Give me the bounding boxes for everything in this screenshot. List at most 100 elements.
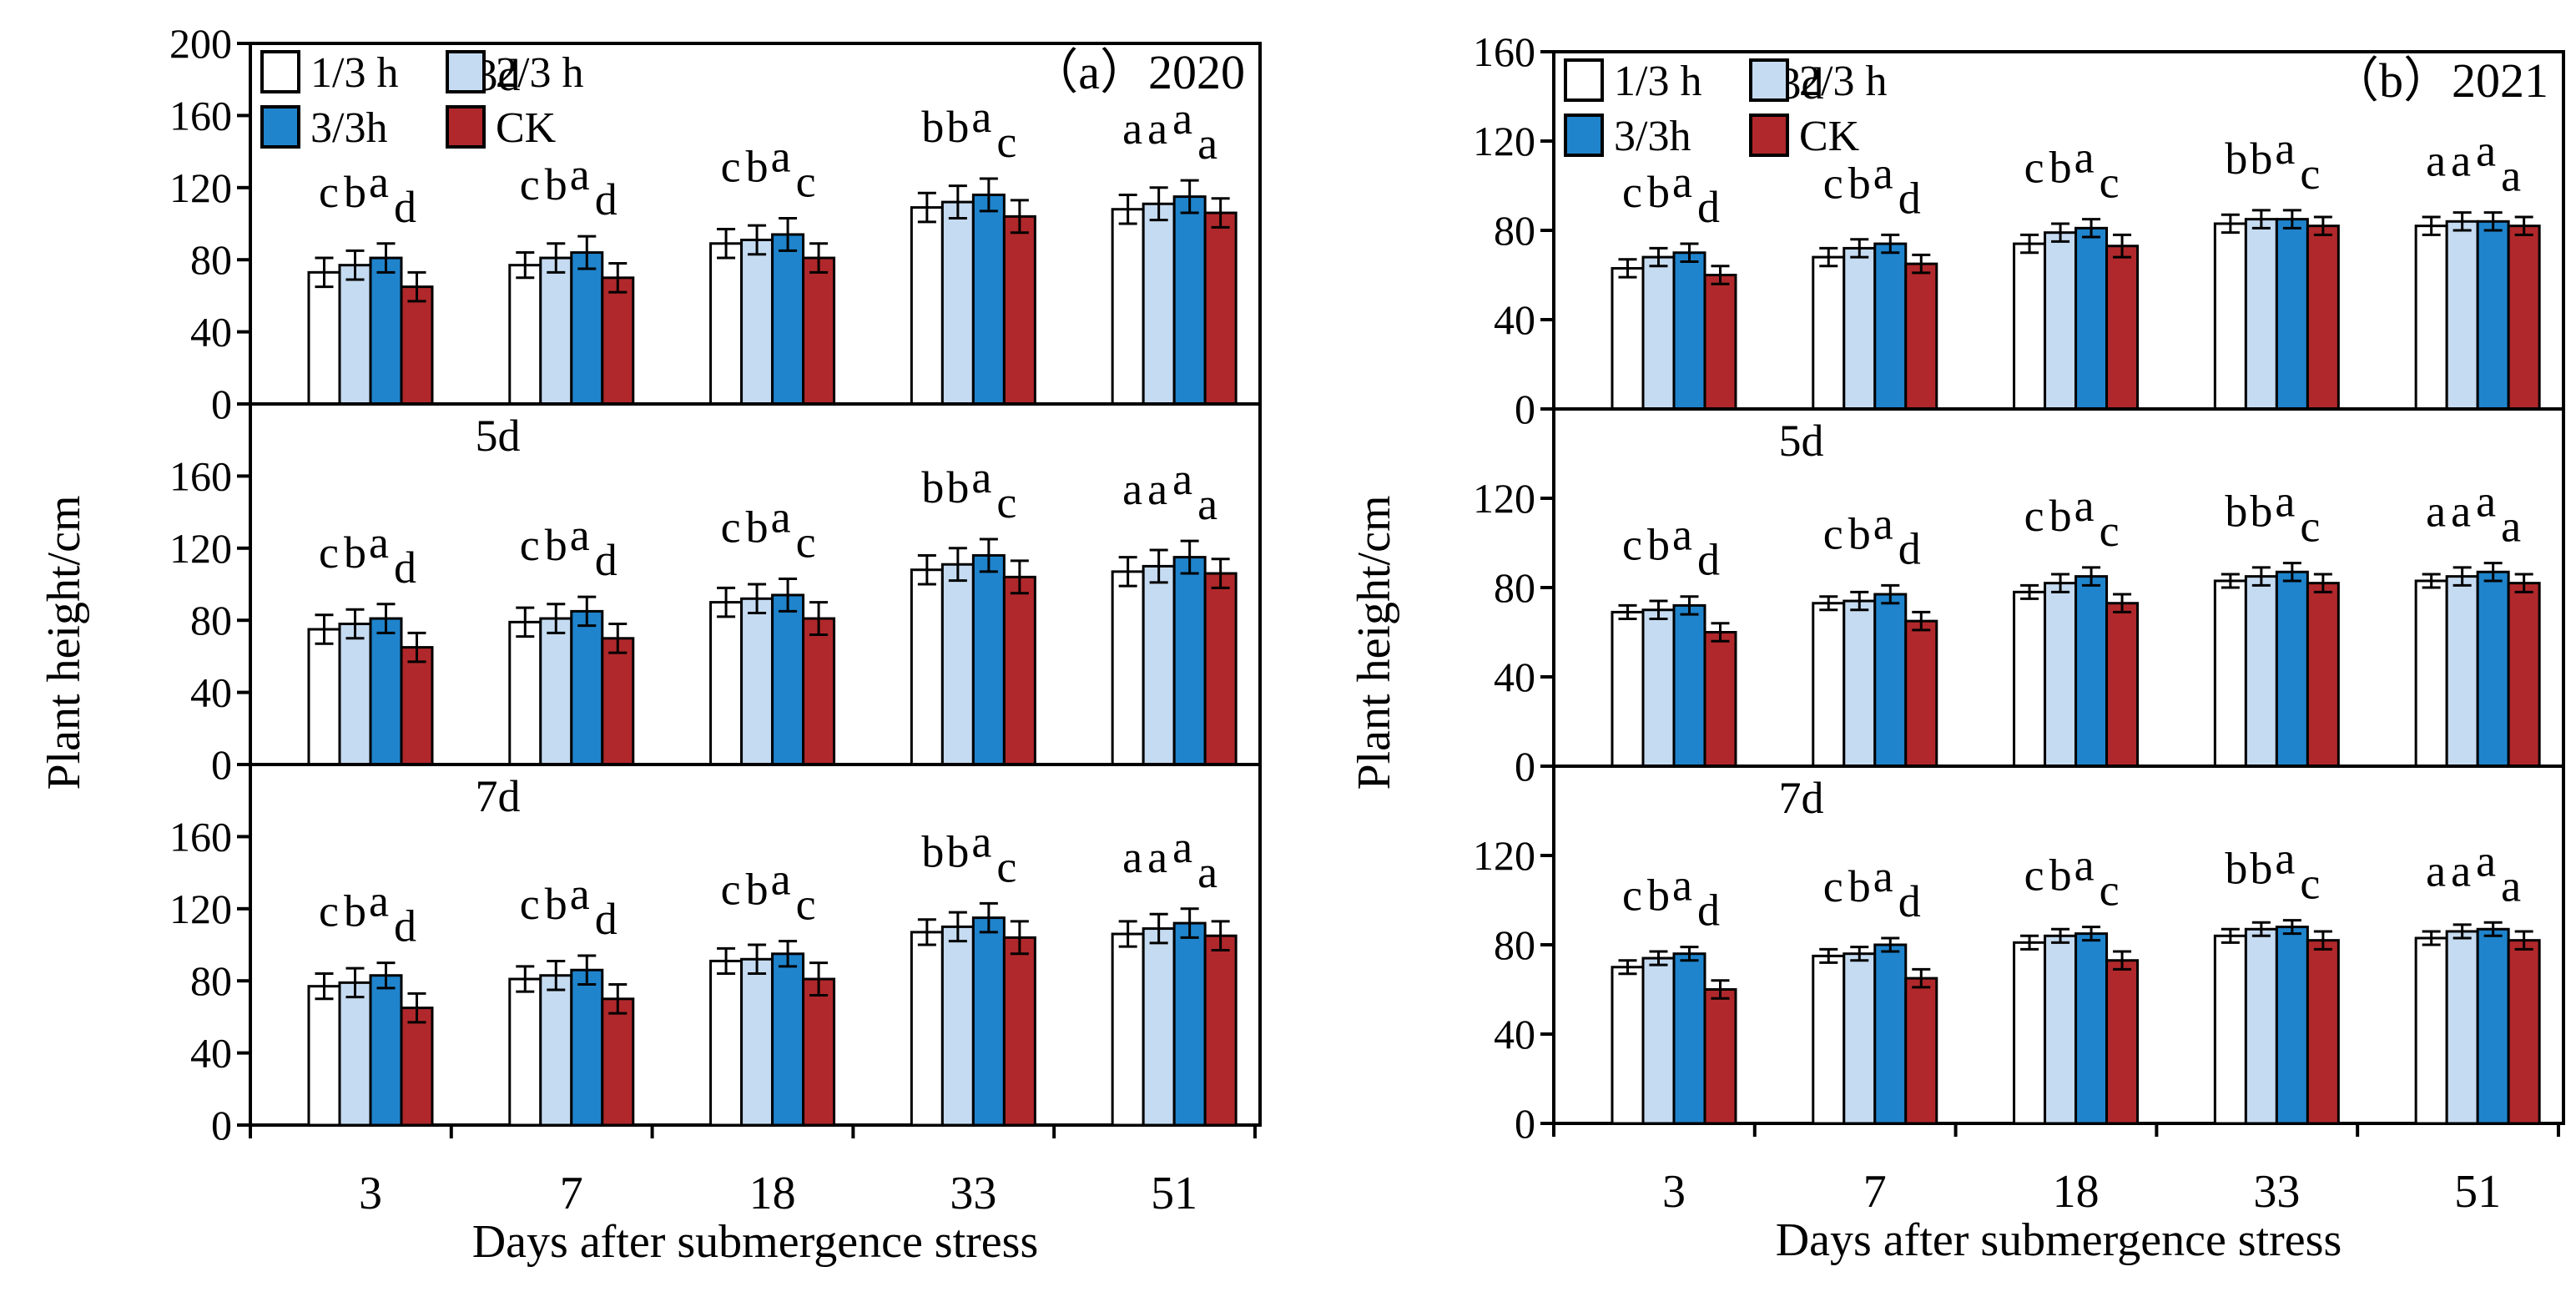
bar-CK-day33 [2306, 225, 2340, 411]
significance-letter: b [545, 879, 567, 929]
bar-33h-day18 [2074, 932, 2109, 1125]
significance-letter: d [595, 894, 618, 944]
significance-letter: d [394, 901, 416, 951]
y-tick-label: 120 [169, 525, 232, 572]
significance-letter: b [2225, 844, 2247, 894]
bar-23h-day3 [1641, 608, 1676, 768]
y-tick-label: 80 [190, 957, 232, 1004]
y-tick-label: 160 [169, 452, 232, 499]
significance-letter: c [2024, 491, 2044, 541]
bar-CK-day7 [1904, 619, 1938, 768]
significance-letter: a [1672, 157, 1692, 207]
bar-CK-day33 [2306, 582, 2340, 768]
bar-CK-day18 [2105, 602, 2140, 768]
significance-letter: a [1197, 119, 1217, 169]
significance-letter: a [1147, 464, 1167, 514]
significance-letter: c [319, 167, 339, 217]
significance-letter: a [1122, 103, 1142, 154]
bar-13h-day33 [910, 931, 944, 1127]
significance-letter: c [721, 502, 741, 553]
bar-33h-day3 [369, 617, 403, 766]
significance-letter: d [595, 174, 618, 225]
significance-letter: d [1898, 876, 1921, 926]
significance-letter: b [1647, 520, 1670, 570]
bar-23h-day33 [940, 925, 975, 1127]
bar-23h-day51 [2445, 575, 2479, 768]
bar-CK-day51 [2507, 582, 2541, 768]
significance-letter: b [545, 520, 567, 570]
bar-23h-day51 [1142, 564, 1176, 766]
y-tick-label: 160 [1473, 28, 1535, 75]
significance-letter: d [1697, 535, 1720, 585]
significance-letter: b [2250, 487, 2272, 537]
significance-letter: a [1672, 860, 1692, 911]
significance-letter: b [921, 102, 944, 152]
bar-33h-day7 [1873, 242, 1908, 411]
bar-CK-day51 [1203, 572, 1238, 766]
x-axis-title: Days after submergence stress [1776, 1214, 2342, 1266]
legend-label: 1/3 h [1614, 58, 1701, 105]
bar-33h-day51 [1172, 921, 1207, 1127]
legend-label: 1/3 h [310, 49, 398, 97]
significance-letter: c [1823, 508, 1843, 558]
significance-letter: b [344, 167, 366, 217]
bar-33h-day51 [2476, 570, 2510, 768]
bar-CK-day18 [2105, 959, 2140, 1125]
x-tick-label: 18 [2053, 1166, 2100, 1218]
bar-CK-day18 [802, 977, 836, 1127]
significance-letter: a [2426, 487, 2446, 537]
bar-33h-day51 [2476, 927, 2510, 1125]
y-tick-label: 120 [169, 164, 232, 211]
bar-33h-day3 [369, 974, 403, 1127]
legend-swatch-CK [1749, 114, 1789, 157]
significance-letter: c [2100, 506, 2120, 556]
y-tick-label: 0 [1515, 743, 1535, 790]
y-tick-label: 200 [169, 20, 232, 67]
significance-letter: b [1848, 508, 1871, 558]
bar-33h-day7 [570, 251, 604, 406]
bar-13h-day3 [1611, 266, 1645, 411]
significance-letter: a [2501, 502, 2521, 552]
bar-33h-day7 [1873, 593, 1908, 768]
subplot-title: 7d [475, 771, 520, 821]
bar-23h-day3 [338, 623, 372, 766]
significance-letter: a [1873, 148, 1893, 198]
significance-letter: c [319, 527, 339, 578]
significance-letter: c [996, 117, 1016, 167]
significance-letter: a [2275, 124, 2295, 174]
significance-letter: a [1672, 510, 1692, 560]
bar-33h-day33 [971, 193, 1006, 406]
significance-letter: a [2275, 834, 2295, 884]
x-tick-label: 33 [950, 1168, 996, 1219]
bar-23h-day51 [1142, 202, 1176, 406]
subplot-title: 5d [1778, 416, 1823, 466]
significance-letter: b [746, 865, 769, 915]
bar-13h-day7 [508, 620, 542, 766]
significance-letter: b [946, 462, 969, 512]
significance-letter: d [1697, 886, 1720, 936]
legend-swatch-33h [260, 105, 300, 149]
significance-letter: a [1197, 847, 1217, 897]
significance-letter: c [1622, 520, 1642, 570]
significance-letter: a [1122, 464, 1142, 514]
bar-13h-day7 [508, 264, 542, 406]
significance-letter: c [520, 520, 540, 570]
legend-swatch-13h [1564, 58, 1604, 102]
significance-letter: a [771, 855, 791, 905]
significance-letter: c [2300, 859, 2320, 909]
bar-23h-day7 [539, 256, 573, 406]
significance-letter: d [394, 542, 416, 593]
significance-letter: b [2225, 487, 2247, 537]
bar-33h-day18 [771, 593, 805, 766]
bar-CK-day18 [802, 617, 836, 766]
bar-33h-day33 [971, 553, 1006, 766]
significance-letter: b [1647, 871, 1670, 921]
y-tick-label: 0 [211, 741, 232, 788]
significance-letter: c [1823, 861, 1843, 911]
significance-letter: b [2049, 491, 2072, 541]
legend-label: 3/3h [1614, 113, 1691, 160]
x-tick-label: 3 [359, 1168, 382, 1219]
bar-CK-day33 [2306, 939, 2340, 1125]
